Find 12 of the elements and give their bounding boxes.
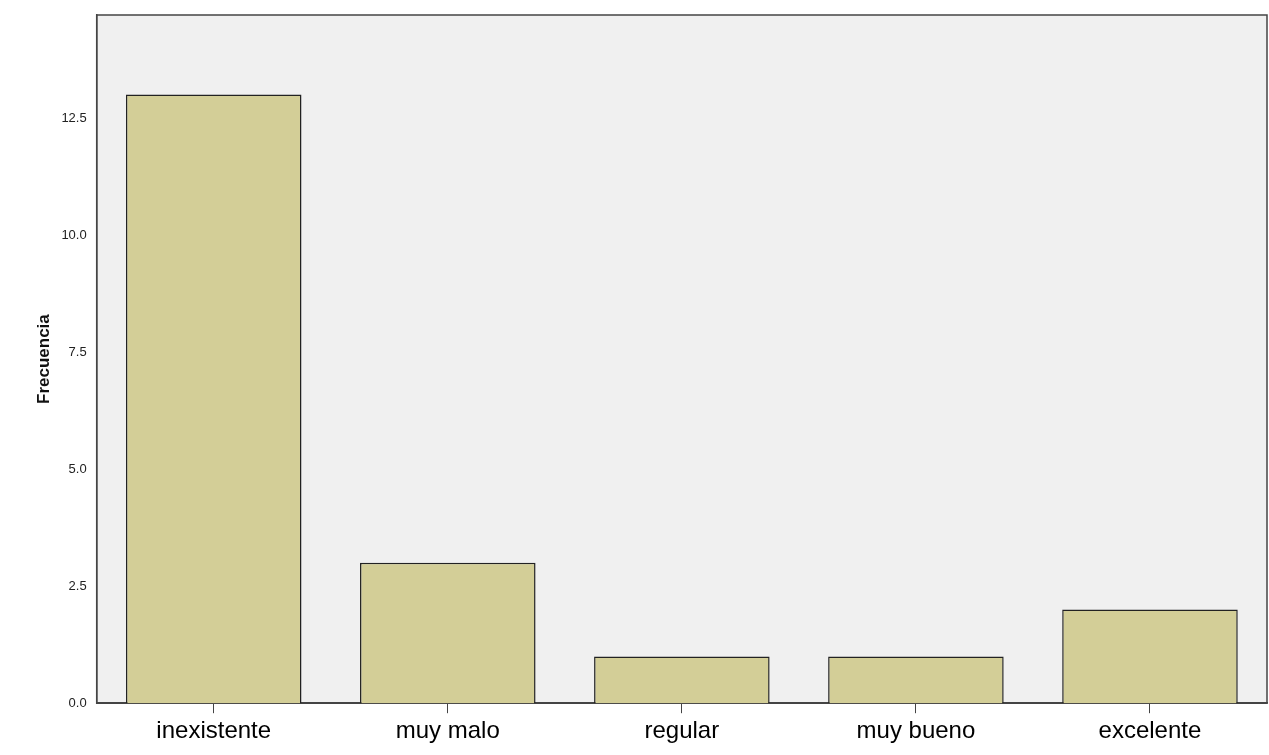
y-axis-title: Frecuencia [33, 313, 53, 404]
y-tick-label: 7.5 [68, 343, 87, 359]
y-tick-label: 12.5 [61, 109, 87, 125]
y-tick-label: 10.0 [61, 226, 87, 242]
x-tick-label: inexistente [156, 716, 272, 744]
y-tick-label: 2.5 [68, 577, 87, 593]
y-tick-label: 0.0 [68, 694, 87, 710]
x-tick-label: muy bueno [856, 716, 976, 744]
x-tick-label: muy malo [395, 716, 500, 744]
x-tick-label: excelente [1098, 716, 1202, 744]
x-tick-label: regular [644, 716, 720, 744]
y-tick-label: 5.0 [68, 460, 87, 476]
